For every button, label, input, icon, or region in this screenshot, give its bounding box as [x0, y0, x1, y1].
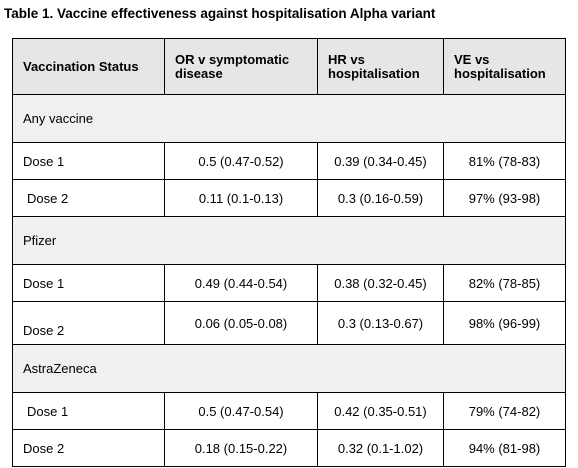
dose-label: Dose 1 — [12, 142, 165, 180]
hr-value: 0.3 (0.16-0.59) — [317, 179, 444, 217]
hr-value: 0.42 (0.35-0.51) — [317, 392, 444, 430]
table-title: Table 1. Vaccine effectiveness against h… — [4, 6, 436, 21]
ve-value: 97% (93-98) — [443, 179, 566, 217]
hr-value: 0.39 (0.34-0.45) — [317, 142, 444, 180]
group-row-pfizer: Pfizer — [12, 216, 566, 265]
header-ve-hospitalisation: VE vs hospitalisation — [443, 38, 566, 95]
or-value: 0.11 (0.1-0.13) — [164, 179, 318, 217]
hr-value: 0.32 (0.1-1.02) — [317, 429, 444, 467]
group-label: Pfizer — [12, 216, 566, 265]
dose-label: Dose 1 — [12, 392, 165, 430]
group-row-any-vaccine: Any vaccine — [12, 94, 566, 143]
ve-value: 79% (74-82) — [443, 392, 566, 430]
table-row: Dose 2 0.11 (0.1-0.13) 0.3 (0.16-0.59) 9… — [12, 179, 566, 217]
or-value: 0.5 (0.47-0.54) — [164, 392, 318, 430]
header-hr-hospitalisation: HR vs hospitalisation — [317, 38, 444, 95]
ve-value: 94% (81-98) — [443, 429, 566, 467]
dose-label: Dose 2 — [12, 429, 165, 467]
or-value: 0.49 (0.44-0.54) — [164, 264, 318, 302]
hr-value: 0.38 (0.32-0.45) — [317, 264, 444, 302]
group-label: Any vaccine — [12, 94, 566, 143]
or-value: 0.06 (0.05-0.08) — [164, 301, 318, 345]
hr-value: 0.3 (0.13-0.67) — [317, 301, 444, 345]
group-label: AstraZeneca — [12, 344, 566, 393]
table-row: Dose 1 0.5 (0.47-0.52) 0.39 (0.34-0.45) … — [12, 142, 566, 180]
table-row: Dose 2 0.18 (0.15-0.22) 0.32 (0.1-1.02) … — [12, 429, 566, 467]
ve-value: 98% (96-99) — [443, 301, 566, 345]
table-row: Dose 2 0.06 (0.05-0.08) 0.3 (0.13-0.67) … — [12, 301, 566, 345]
header-or-symptomatic: OR v symptomatic disease — [164, 38, 318, 95]
ve-value: 81% (78-83) — [443, 142, 566, 180]
header-row: Vaccination Status OR v symptomatic dise… — [12, 38, 566, 95]
group-row-astrazeneca: AstraZeneca — [12, 344, 566, 393]
dose-label: Dose 2 — [12, 301, 165, 345]
dose-label: Dose 1 — [12, 264, 165, 302]
or-value: 0.5 (0.47-0.52) — [164, 142, 318, 180]
or-value: 0.18 (0.15-0.22) — [164, 429, 318, 467]
dose-label: Dose 2 — [12, 179, 165, 217]
table-row: Dose 1 0.5 (0.47-0.54) 0.42 (0.35-0.51) … — [12, 392, 566, 430]
table-row: Dose 1 0.49 (0.44-0.54) 0.38 (0.32-0.45)… — [12, 264, 566, 302]
ve-value: 82% (78-85) — [443, 264, 566, 302]
vaccine-effectiveness-table: Vaccination Status OR v symptomatic dise… — [12, 38, 566, 467]
header-vaccination-status: Vaccination Status — [12, 38, 165, 95]
